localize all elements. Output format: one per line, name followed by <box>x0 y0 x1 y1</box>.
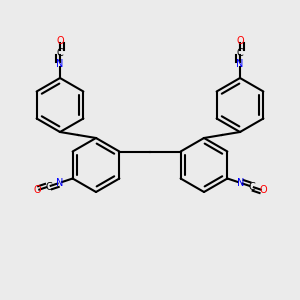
Text: O: O <box>259 185 267 195</box>
Text: N: N <box>56 59 64 70</box>
Text: O: O <box>236 35 244 46</box>
Text: C: C <box>57 47 63 58</box>
Text: C: C <box>237 47 243 58</box>
Text: O: O <box>56 35 64 46</box>
Text: N: N <box>236 178 244 188</box>
Text: C: C <box>45 182 52 192</box>
Text: C: C <box>248 182 255 192</box>
Text: N: N <box>236 59 244 70</box>
Text: O: O <box>33 185 41 195</box>
Text: N: N <box>56 178 64 188</box>
